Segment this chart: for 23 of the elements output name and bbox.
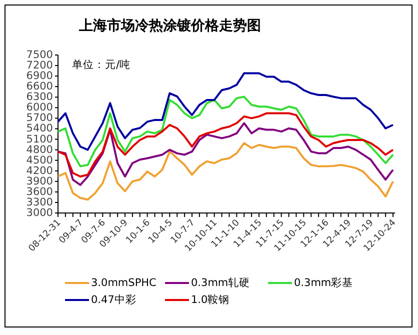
y-tick-label: 5700 [26,112,53,124]
annotation: 单位：元/吨 [72,58,131,71]
y-tick-label: 4500 [26,154,53,166]
legend-label: 3.0mmSPHC [91,277,156,289]
y-tick-label: 3300 [26,196,53,208]
legend-label: 1.0鞍钢 [191,293,230,306]
y-tick-label: 6000 [26,102,53,114]
y-tick-label: 5400 [26,122,53,135]
y-tick-label: 7500 [26,49,53,61]
legend-label: 0.47中彩 [91,293,136,306]
y-tick-label: 4800 [26,144,53,156]
y-tick-label: 6300 [26,91,53,104]
chart-title: 上海市场冷热涂镀价格走势图 [78,17,261,34]
y-tick-label: 4200 [26,164,53,177]
y-tick-label: 3600 [26,186,53,198]
y-tick-label: 3000 [26,207,53,219]
legend-label: 0.3mm轧硬 [191,277,250,289]
y-tick-label: 7200 [26,60,53,72]
y-tick-label: 3900 [26,175,53,188]
legend-label: 0.3mm彩基 [294,276,354,289]
y-tick-label: 6600 [26,80,53,93]
y-tick-label: 5100 [26,133,53,146]
y-tick-label: 6900 [26,70,53,82]
